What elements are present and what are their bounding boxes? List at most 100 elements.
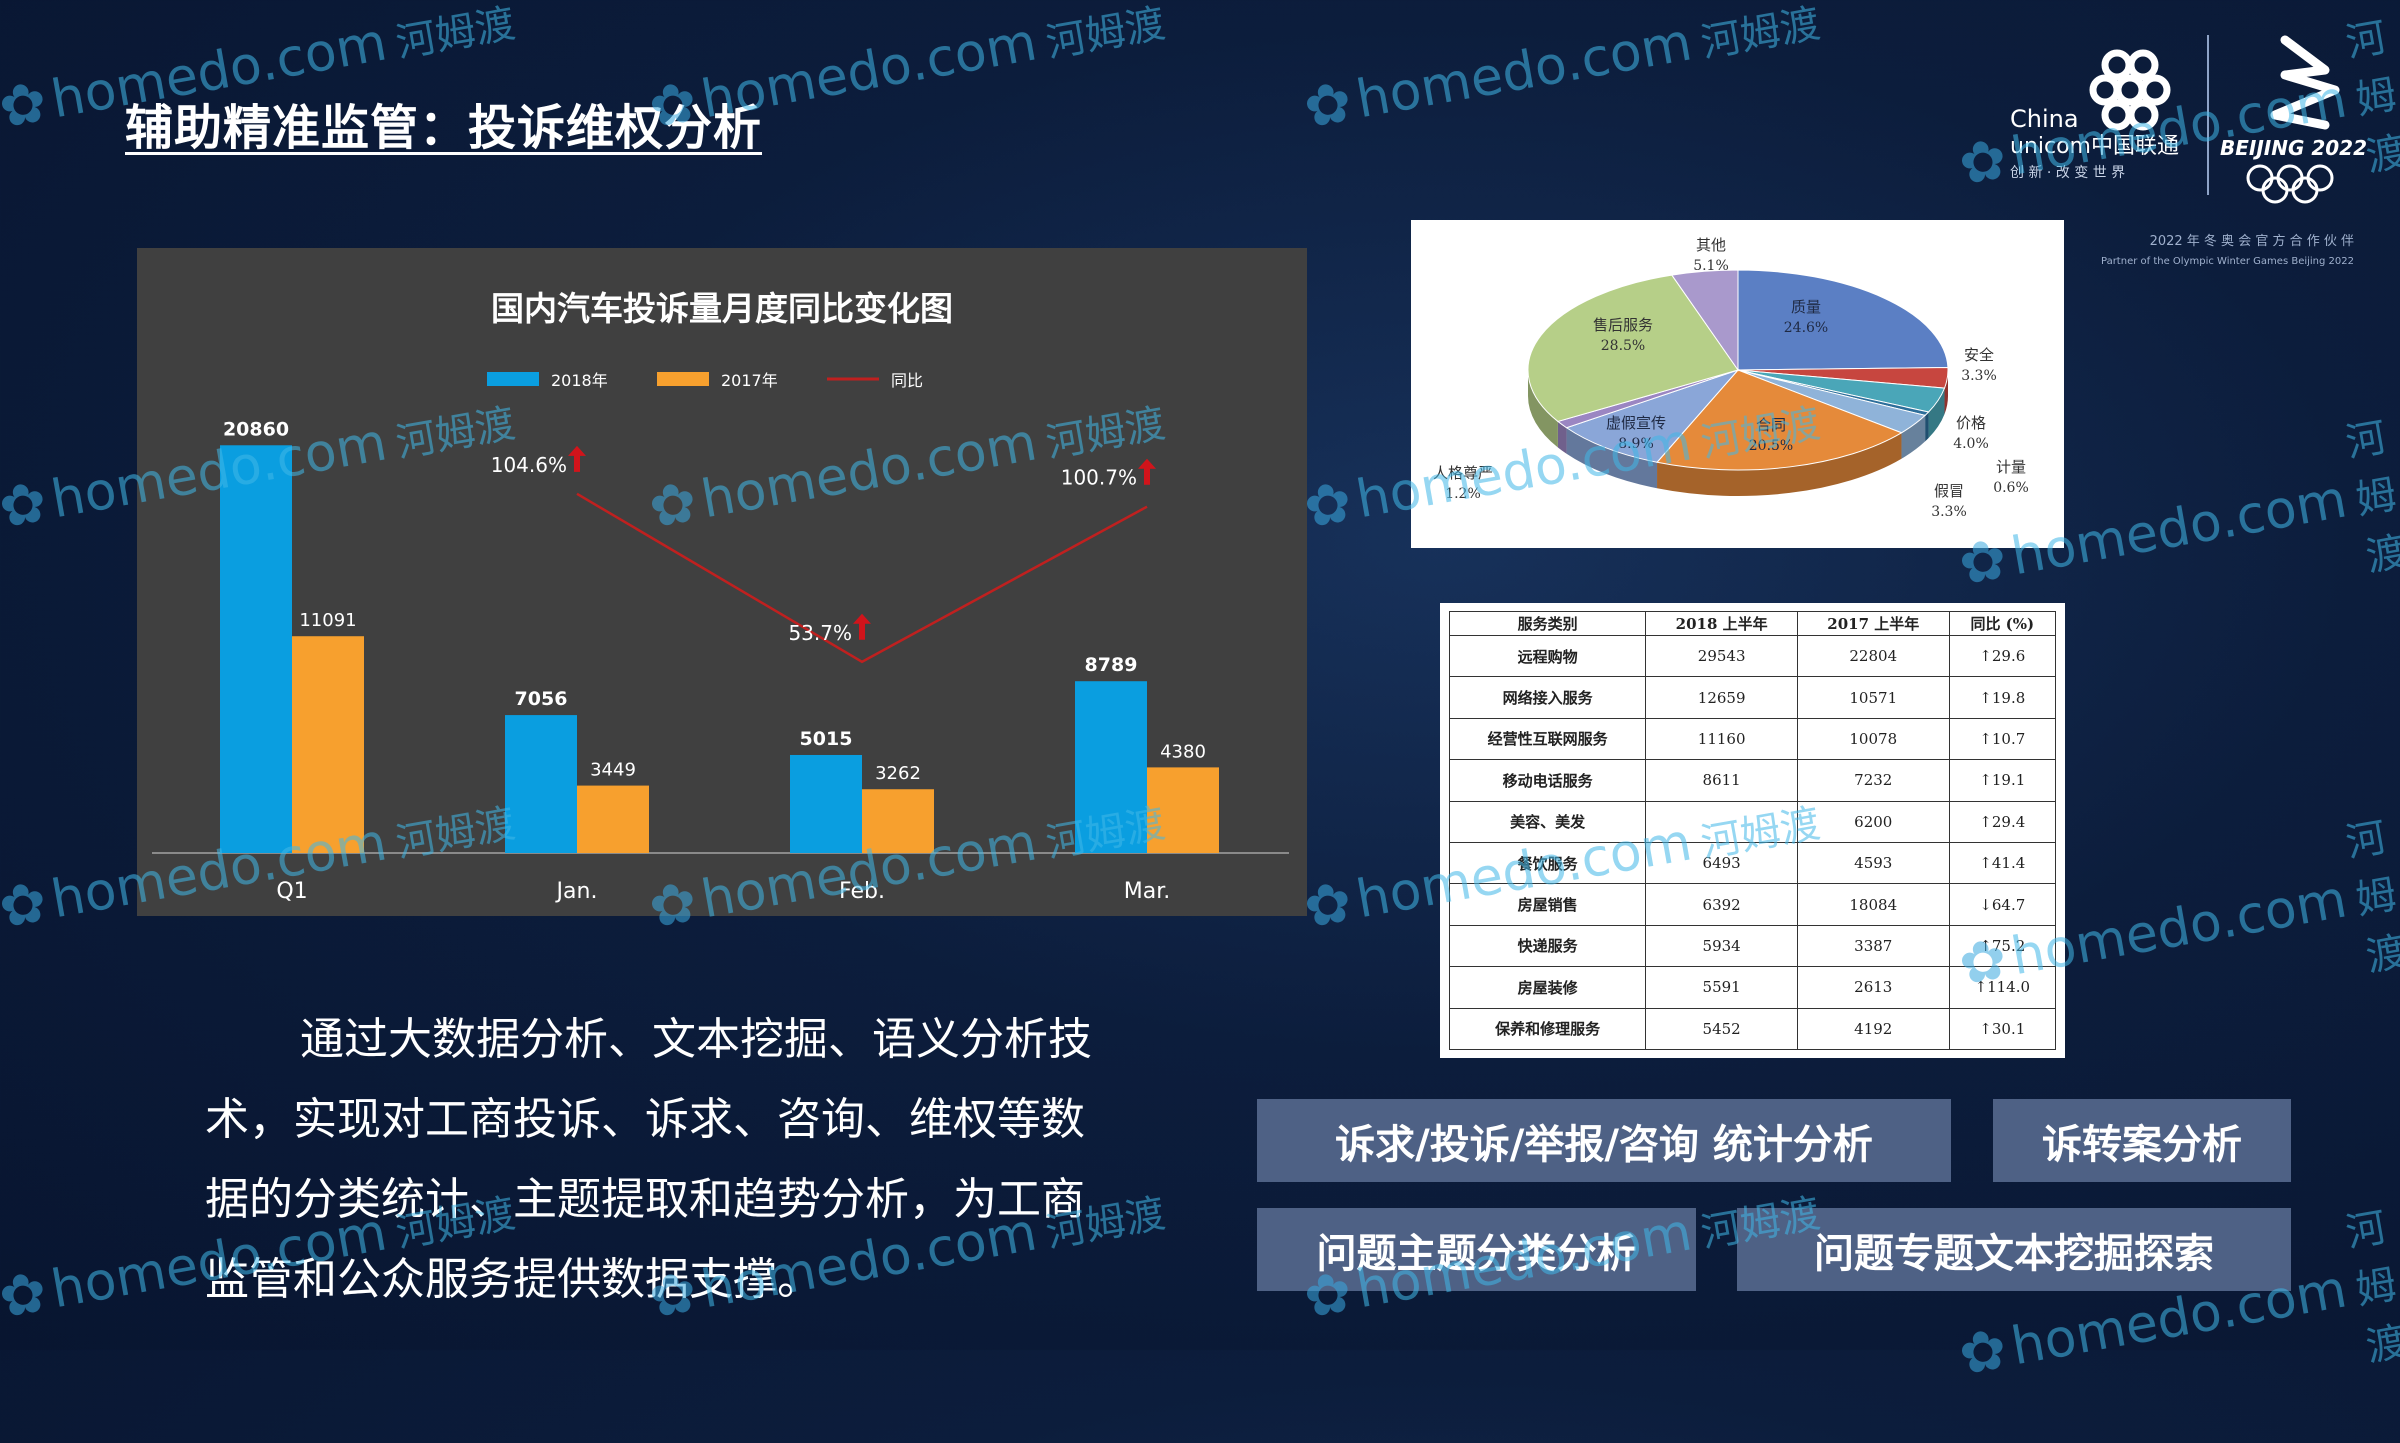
watermark-text: homedo.com (1351, 12, 1697, 131)
pie-pct-8: 28.5% (1601, 338, 1645, 354)
pie-label-6: 虚假宣传 (1606, 414, 1666, 432)
pie-slice-9 (1670, 269, 1739, 372)
unicom-slogan: 创 新 · 改 变 世 界 (2010, 165, 2125, 181)
pie-label-1: 安全 (1964, 346, 1994, 364)
pie-pct-9: 5.1% (1693, 258, 1729, 274)
legend-label-1: 2017年 (721, 371, 778, 390)
description-text: 通过大数据分析、文本挖掘、语义分析技术，实现对工商投诉、诉求、咨询、维权等数据的… (205, 1014, 1092, 1305)
table-cell-value: 6200 (1796, 800, 1950, 843)
pie-pct-1: 3.3% (1961, 368, 1997, 384)
table-cell-value: ↑19.8 (1948, 676, 2057, 719)
table-cell-value: ↑30.1 (1948, 1007, 2057, 1051)
text-mining-button[interactable]: 问题专题文本挖掘探索 (1737, 1208, 2291, 1291)
table-row: 远程购物 29543 22804 ↑29.6 (1448, 634, 2057, 678)
table-cell-value (1645, 800, 1798, 843)
data-label-2017-Mar.: 4380 (1160, 741, 1206, 762)
unicom-china-text: China (2010, 105, 2079, 133)
table-header-cell-1: 2018 上半年 (1645, 611, 1798, 636)
watermark-flower-icon: ✿ (0, 469, 52, 542)
yoy-line (576, 492, 1148, 664)
bar-2018-Jan. (505, 715, 577, 853)
table-cell-value: 12659 (1645, 676, 1798, 719)
watermark-flower-icon: ✿ (1299, 469, 1357, 542)
partner-line-cn: 2022 年 冬 奥 会 官 方 合 作 伙 伴 (2149, 234, 2354, 249)
pie-pct-4: 3.3% (1931, 504, 1967, 520)
pie-side-4 (1901, 415, 1926, 459)
table-row: 房屋装修 5591 2613 ↑114.0 (1448, 966, 2057, 1009)
pie-side-2 (1928, 388, 1945, 439)
unicom-brand-text: unicom中国联通 (2010, 134, 2179, 159)
table-cell-category: 网络接入服务 (1448, 676, 1647, 719)
pie-pct-0: 24.6% (1784, 320, 1828, 336)
table-cell-value: 5591 (1645, 966, 1798, 1009)
pie-side-8 (1528, 370, 1558, 448)
data-label-2017-Q1: 11091 (299, 610, 356, 631)
table-cell-value: 18084 (1796, 883, 1950, 926)
yoy-label-2: 100.7% (1061, 466, 1137, 490)
table-cell-value: 10571 (1796, 676, 1950, 719)
pie-label-8: 售后服务 (1593, 316, 1653, 334)
slide-title: 辅助精准监管：投诉维权分析 (125, 100, 763, 156)
legend-swatch-0 (487, 372, 539, 386)
watermark-cn-text: 河姆渡 (1697, 0, 1824, 67)
service-category-table-panel: 服务类别 2018 上半年 2017 上半年 同比 (%) 远程购物 29543 2280… (1440, 603, 2065, 1058)
table-cell-value: 4593 (1796, 841, 1950, 885)
table-cell-value: ↑10.7 (1948, 717, 2057, 761)
x-tick-Jan.: Jan. (555, 879, 598, 904)
pie-pct-7: 1.2% (1445, 486, 1481, 502)
service-category-table: 服务类别 2018 上半年 2017 上半年 同比 (%) 远程购物 29543 2280… (1448, 611, 2057, 1051)
bar-2017-Feb. (862, 789, 934, 853)
table-cell-category: 保养和修理服务 (1448, 1007, 1647, 1051)
table-cell-value: ↑19.1 (1948, 759, 2057, 802)
pie-label-0: 质量 (1791, 298, 1821, 316)
table-cell-value: 2613 (1796, 966, 1950, 1009)
table-cell-value: ↑41.4 (1948, 841, 2057, 885)
watermark-flower-icon: ✿ (0, 869, 52, 942)
data-label-2018-Q1: 20860 (223, 418, 289, 440)
watermark-2: ✿ homedo.com 河姆渡 (1299, 0, 1824, 142)
table-cell-value: ↑114.0 (1948, 966, 2057, 1009)
bar-2018-Mar. (1075, 681, 1147, 853)
china-unicom-logo: China unicom中国联通 创 新 · 改 变 世 界 (2010, 49, 2179, 181)
table-cell-category: 移动电话服务 (1448, 759, 1647, 802)
legend-label-0: 2018年 (551, 371, 608, 390)
chart-legend: 2018年 2017年 同比 (487, 371, 923, 390)
table-row: 快递服务 5934 3387 ↑75.2 (1448, 924, 2057, 968)
case-transfer-analysis-button[interactable]: 诉转案分析 (1993, 1099, 2291, 1182)
bar-2017-Jan. (577, 785, 649, 853)
pie-pct-2: 4.0% (1953, 436, 1989, 452)
table-row: 美容、美发 6200 ↑29.4 (1448, 800, 2057, 843)
logo-divider (2207, 35, 2209, 195)
pie-label-3: 计量 (1996, 458, 2026, 476)
data-label-2018-Mar.: 8789 (1085, 654, 1138, 676)
pie-side-6 (1566, 427, 1658, 489)
complaint-statistics-button[interactable]: 诉求/投诉/举报/咨询 统计分析 (1257, 1099, 1951, 1182)
pie-side-7 (1557, 421, 1567, 454)
table-header-row: 服务类别 2018 上半年 2017 上半年 同比 (%) (1448, 611, 2057, 636)
table-cell-category: 房屋装修 (1448, 966, 1647, 1009)
pie-label-5: 合同 (1756, 416, 1786, 434)
topic-classification-button[interactable]: 问题主题分类分析 (1257, 1208, 1696, 1291)
pie-slice-5 (1656, 369, 1903, 471)
table-row: 餐饮服务 6493 4593 ↑41.4 (1448, 841, 2057, 885)
bar-chart-plot: 2018年 2017年 同比 20860 11091 Q1 7056 3449 Jan. 5015… (152, 371, 1289, 904)
pie-pct-3: 0.6% (1993, 480, 2029, 496)
legend-swatch-1 (657, 372, 709, 386)
watermark-flower-icon: ✿ (0, 1259, 52, 1332)
watermark-cn-text: 河姆渡 (392, 0, 519, 67)
watermark-flower-icon: ✿ (1299, 869, 1357, 942)
table-cell-value: 6493 (1645, 841, 1798, 885)
watermark-cn-text: 河姆渡 (1042, 0, 1169, 67)
data-label-2017-Jan.: 3449 (590, 760, 636, 781)
bar-2017-Mar. (1147, 767, 1219, 853)
table-cell-value: 7232 (1796, 759, 1950, 802)
x-tick-Mar.: Mar. (1124, 879, 1170, 904)
pie-slice-8 (1527, 274, 1739, 422)
bar-2018-Q1 (220, 445, 292, 853)
chart-title: 国内汽车投诉量月度同比变化图 (491, 289, 953, 328)
table-cell-value: 6392 (1645, 883, 1798, 926)
table-cell-value: 29543 (1645, 634, 1798, 678)
table-row: 移动电话服务 8611 7232 ↑19.1 (1448, 759, 2057, 802)
up-arrow-icon (853, 613, 871, 640)
pie-label-7: 人格尊严 (1433, 464, 1493, 482)
